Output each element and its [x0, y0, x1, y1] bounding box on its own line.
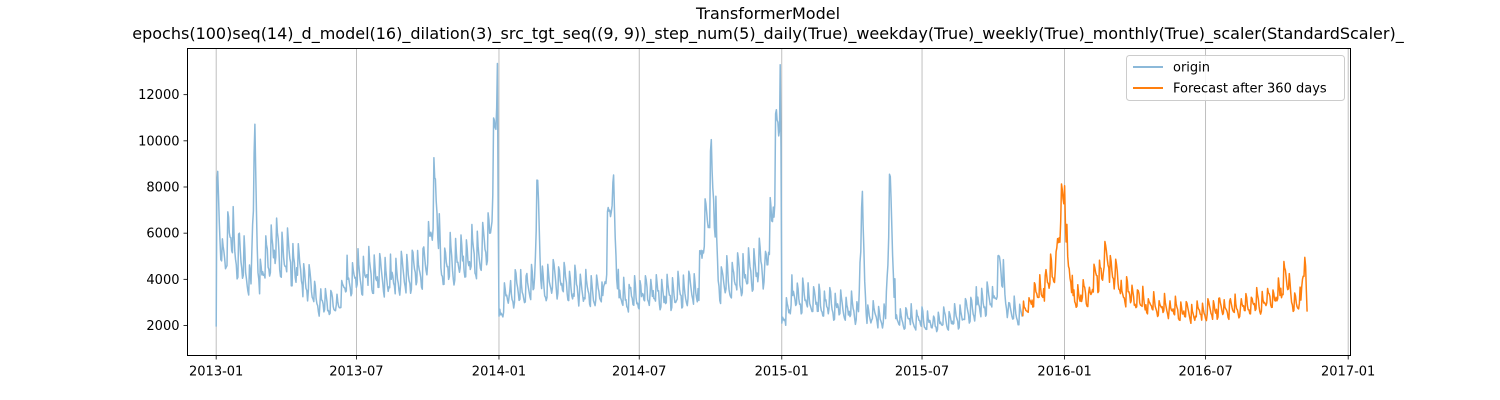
x-tick-label: 2016-07	[1178, 365, 1232, 380]
plot-area-frame	[187, 48, 1351, 356]
y-tick-label: 4000	[146, 273, 179, 288]
y-tick-label: 10000	[138, 134, 179, 149]
y-axis: 2000 4000 6000 8000 10000 12000	[138, 88, 188, 334]
chart-title: TransformerModel	[695, 4, 840, 23]
x-tick-label: 2013-01	[189, 365, 243, 380]
legend-label-origin: origin	[1173, 61, 1210, 76]
x-tick-label: 2015-01	[755, 365, 809, 380]
chart-subtitle: epochs(100)seq(14)_d_model(16)_dilation(…	[132, 24, 1404, 44]
x-tick-label: 2015-07	[895, 365, 949, 380]
x-tick-label: 2014-07	[612, 365, 666, 380]
x-tick-label: 2017-01	[1321, 365, 1375, 380]
y-tick-label: 12000	[138, 88, 179, 103]
series-line-origin	[215, 62, 1024, 333]
plot-series	[215, 62, 1308, 333]
x-tick-label: 2016-01	[1037, 365, 1091, 380]
y-tick-label: 2000	[146, 319, 179, 334]
x-tick-label: 2014-01	[472, 365, 526, 380]
y-tick-label: 8000	[146, 180, 179, 195]
y-tick-label: 6000	[146, 227, 179, 242]
legend: origin Forecast after 360 days	[1126, 55, 1345, 101]
x-tick-label: 2013-07	[329, 365, 383, 380]
x-axis: 2013-01 2013-07 2014-01 2014-07 2015-01 2015-…	[189, 355, 1375, 380]
legend-label-forecast: Forecast after 360 days	[1173, 82, 1327, 97]
series-line-forecast	[1022, 183, 1308, 325]
legend-frame	[1126, 55, 1345, 101]
